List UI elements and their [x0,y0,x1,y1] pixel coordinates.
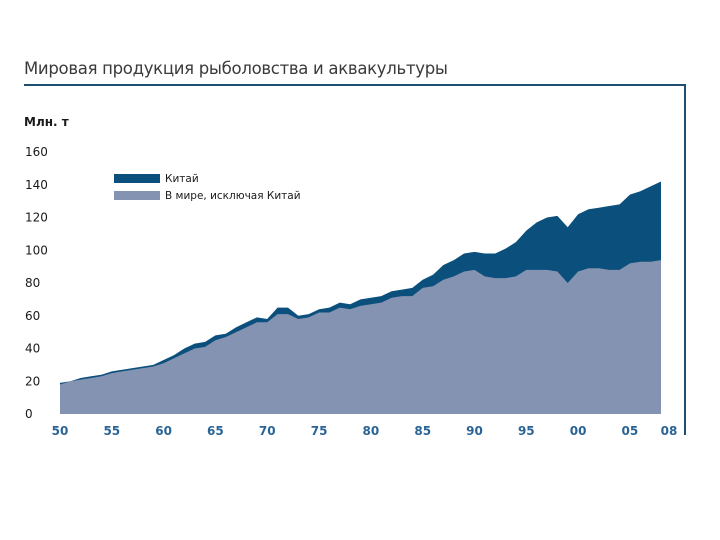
x-tick-label: 95 [518,424,535,438]
x-tick-label: 85 [414,424,431,438]
x-tick-label: 50 [52,424,69,438]
chart-title: Мировая продукция рыболовства и аквакуль… [24,59,448,78]
x-tick-label: 55 [103,424,120,438]
legend-label-china: Китай [165,173,199,185]
x-tick-label: 08 [661,424,678,438]
x-tick-label: 65 [207,424,224,438]
y-tick-label: 40 [25,342,40,356]
y-tick-label: 20 [25,374,40,388]
legend: Китай В мире, исключая Китай [114,173,301,202]
x-tick-label: 05 [622,424,639,438]
y-unit-label: Млн. т [24,115,69,129]
x-tick-label: 70 [259,424,276,438]
y-tick-label: 120 [25,211,48,225]
title-rule [24,84,686,86]
y-axis-ticks: 0 20 40 60 80 100 120 140 160 [25,145,48,421]
right-frame-rule [684,84,686,435]
y-tick-label: 140 [25,178,48,192]
x-tick-label: 75 [311,424,328,438]
y-tick-label: 60 [25,309,40,323]
x-tick-label: 60 [155,424,172,438]
y-tick-label: 160 [25,145,48,159]
area-series [60,181,661,414]
x-tick-label: 80 [363,424,380,438]
legend-label-world-ex-china: В мире, исключая Китай [165,190,301,202]
legend-swatch-china [114,174,160,183]
x-axis-ticks: 50 55 60 65 70 75 80 85 90 95 00 05 08 [52,424,678,438]
y-tick-label: 80 [25,276,40,290]
area-world-ex-china [60,260,661,414]
legend-swatch-world-ex-china [114,191,160,200]
y-tick-label: 100 [25,243,48,257]
x-tick-label: 00 [570,424,587,438]
y-tick-label: 0 [25,407,33,421]
x-tick-label: 90 [466,424,483,438]
